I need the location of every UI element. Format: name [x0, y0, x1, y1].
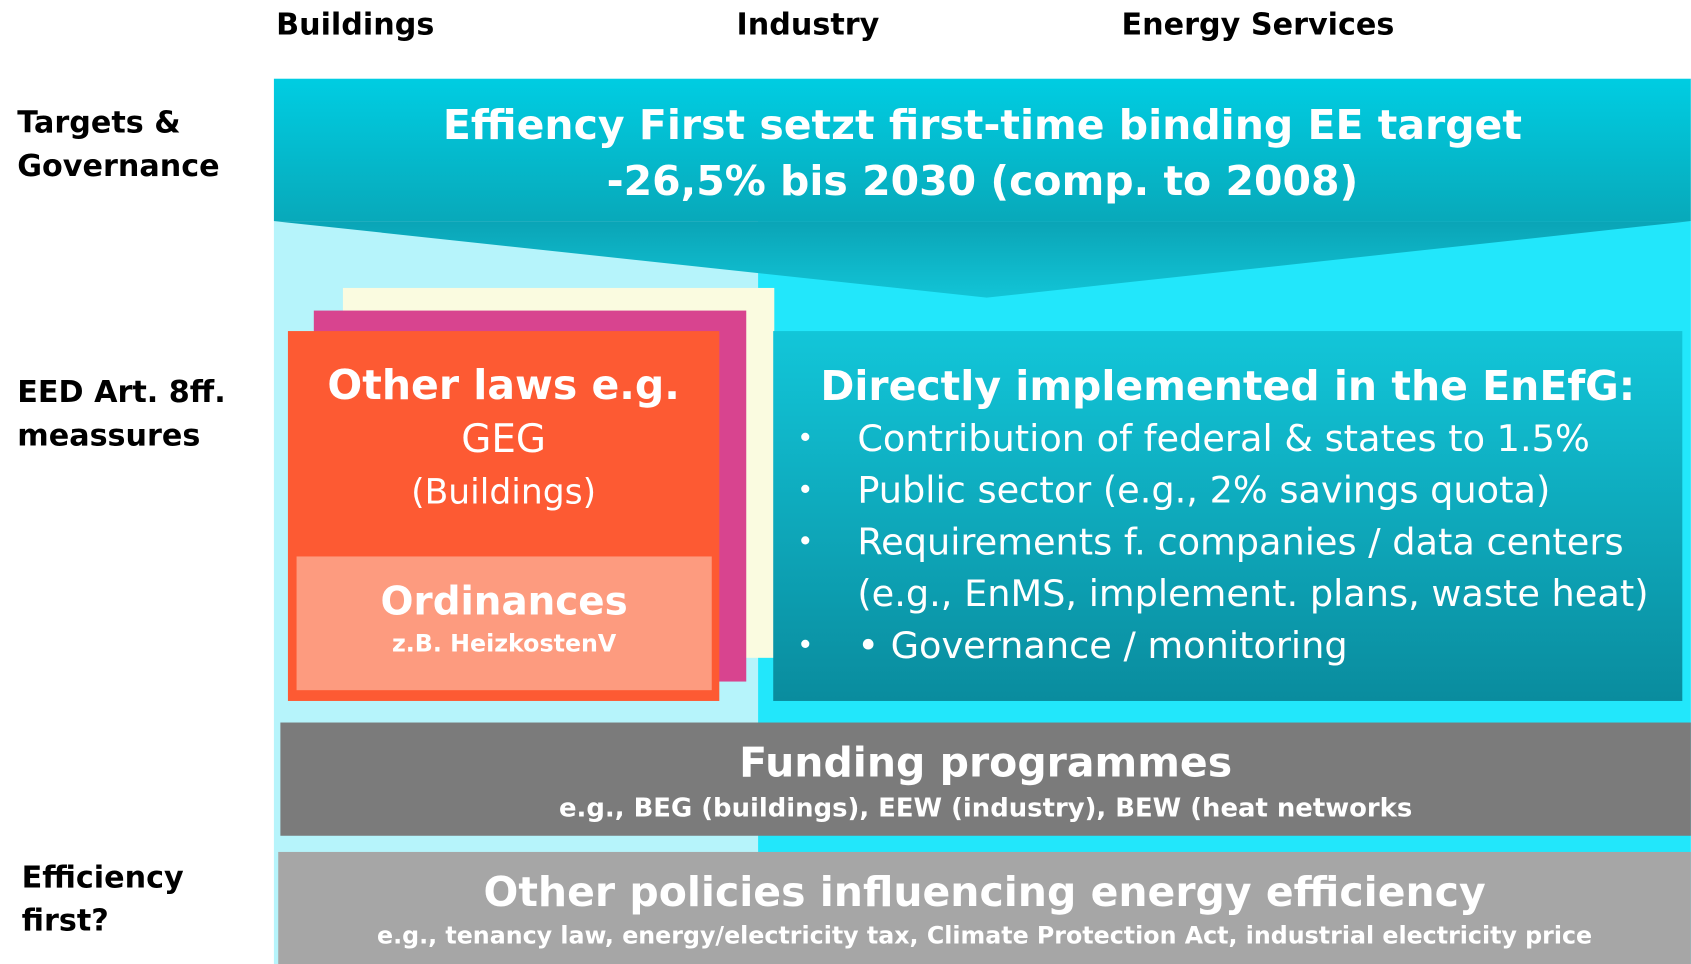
row-label-line: Governance [17, 147, 220, 184]
funding: Funding programmes e.g., BEG (buildings)… [280, 722, 1691, 836]
other-policies: Other policies influencing energy effici… [278, 851, 1691, 964]
other-laws-law: GEG [461, 417, 546, 462]
other-laws-title: Other laws e.g. [327, 361, 680, 409]
ordinances-title: Ordinances [380, 580, 628, 625]
row-label-line: meassures [17, 417, 201, 453]
target-line: -26,5% bis 2030 (comp. to 2008) [606, 157, 1359, 205]
direct-item-line: Contribution of federal & states to 1.5% [857, 417, 1590, 461]
banner-rect [273, 78, 1691, 222]
target-banner [273, 78, 1691, 298]
other-policies-title: Other policies influencing energy effici… [483, 868, 1486, 916]
funding-title: Funding programmes [739, 738, 1233, 787]
direct-item: • Governance / monitoring [797, 620, 1682, 672]
direct-item-line: (e.g., EnMS, implement. plans, waste hea… [857, 572, 1649, 616]
ordinances: Ordinances z.B. HeizkostenV [296, 556, 712, 691]
direct-item-line: Requirements f. companies / data centers [857, 520, 1624, 565]
target-text: Effiency First setzt first-time binding … [274, 97, 1691, 209]
direct-item: Public sector (e.g., 2% savings quota) [797, 465, 1682, 517]
direct-box: Directly implemented in the EnEfG: Contr… [773, 331, 1683, 701]
direct-item: Contribution of federal & states to 1.5% [797, 413, 1682, 465]
other-laws-scope: (Buildings) [411, 471, 597, 513]
row-label-line: first? [21, 902, 109, 939]
row-label-line: Targets & [17, 104, 181, 141]
column-header: Buildings [276, 6, 435, 43]
other-policies-subtitle: e.g., tenancy law, energy/electricity ta… [377, 923, 1593, 951]
direct-item: Requirements f. companies / data centers… [797, 517, 1682, 621]
direct-title: Directly implemented in the EnEfG: [820, 362, 1636, 410]
direct-item-line: Public sector (e.g., 2% savings quota) [857, 469, 1551, 513]
target-line: Effiency First setzt first-time binding … [442, 101, 1522, 149]
row-label: Targets & Governance [17, 101, 254, 187]
row-label-line: Efficiency [21, 859, 184, 896]
direct-item-line: • Governance / monitoring [857, 624, 1348, 668]
column-header: Energy Services [1121, 6, 1395, 43]
row-label-line: EED Art. 8ff. [17, 374, 226, 410]
ordinances-example: z.B. HeizkostenV [391, 630, 617, 658]
direct-list: Contribution of federal & states to 1.5%… [773, 413, 1682, 672]
funding-subtitle: e.g., BEG (buildings), EEW (industry), B… [558, 792, 1413, 823]
row-label: Efficiency first? [22, 856, 259, 942]
banner-chevron [273, 221, 1691, 298]
row-label: EED Art. 8ff. meassures [17, 371, 254, 457]
column-header: Industry [736, 6, 880, 43]
